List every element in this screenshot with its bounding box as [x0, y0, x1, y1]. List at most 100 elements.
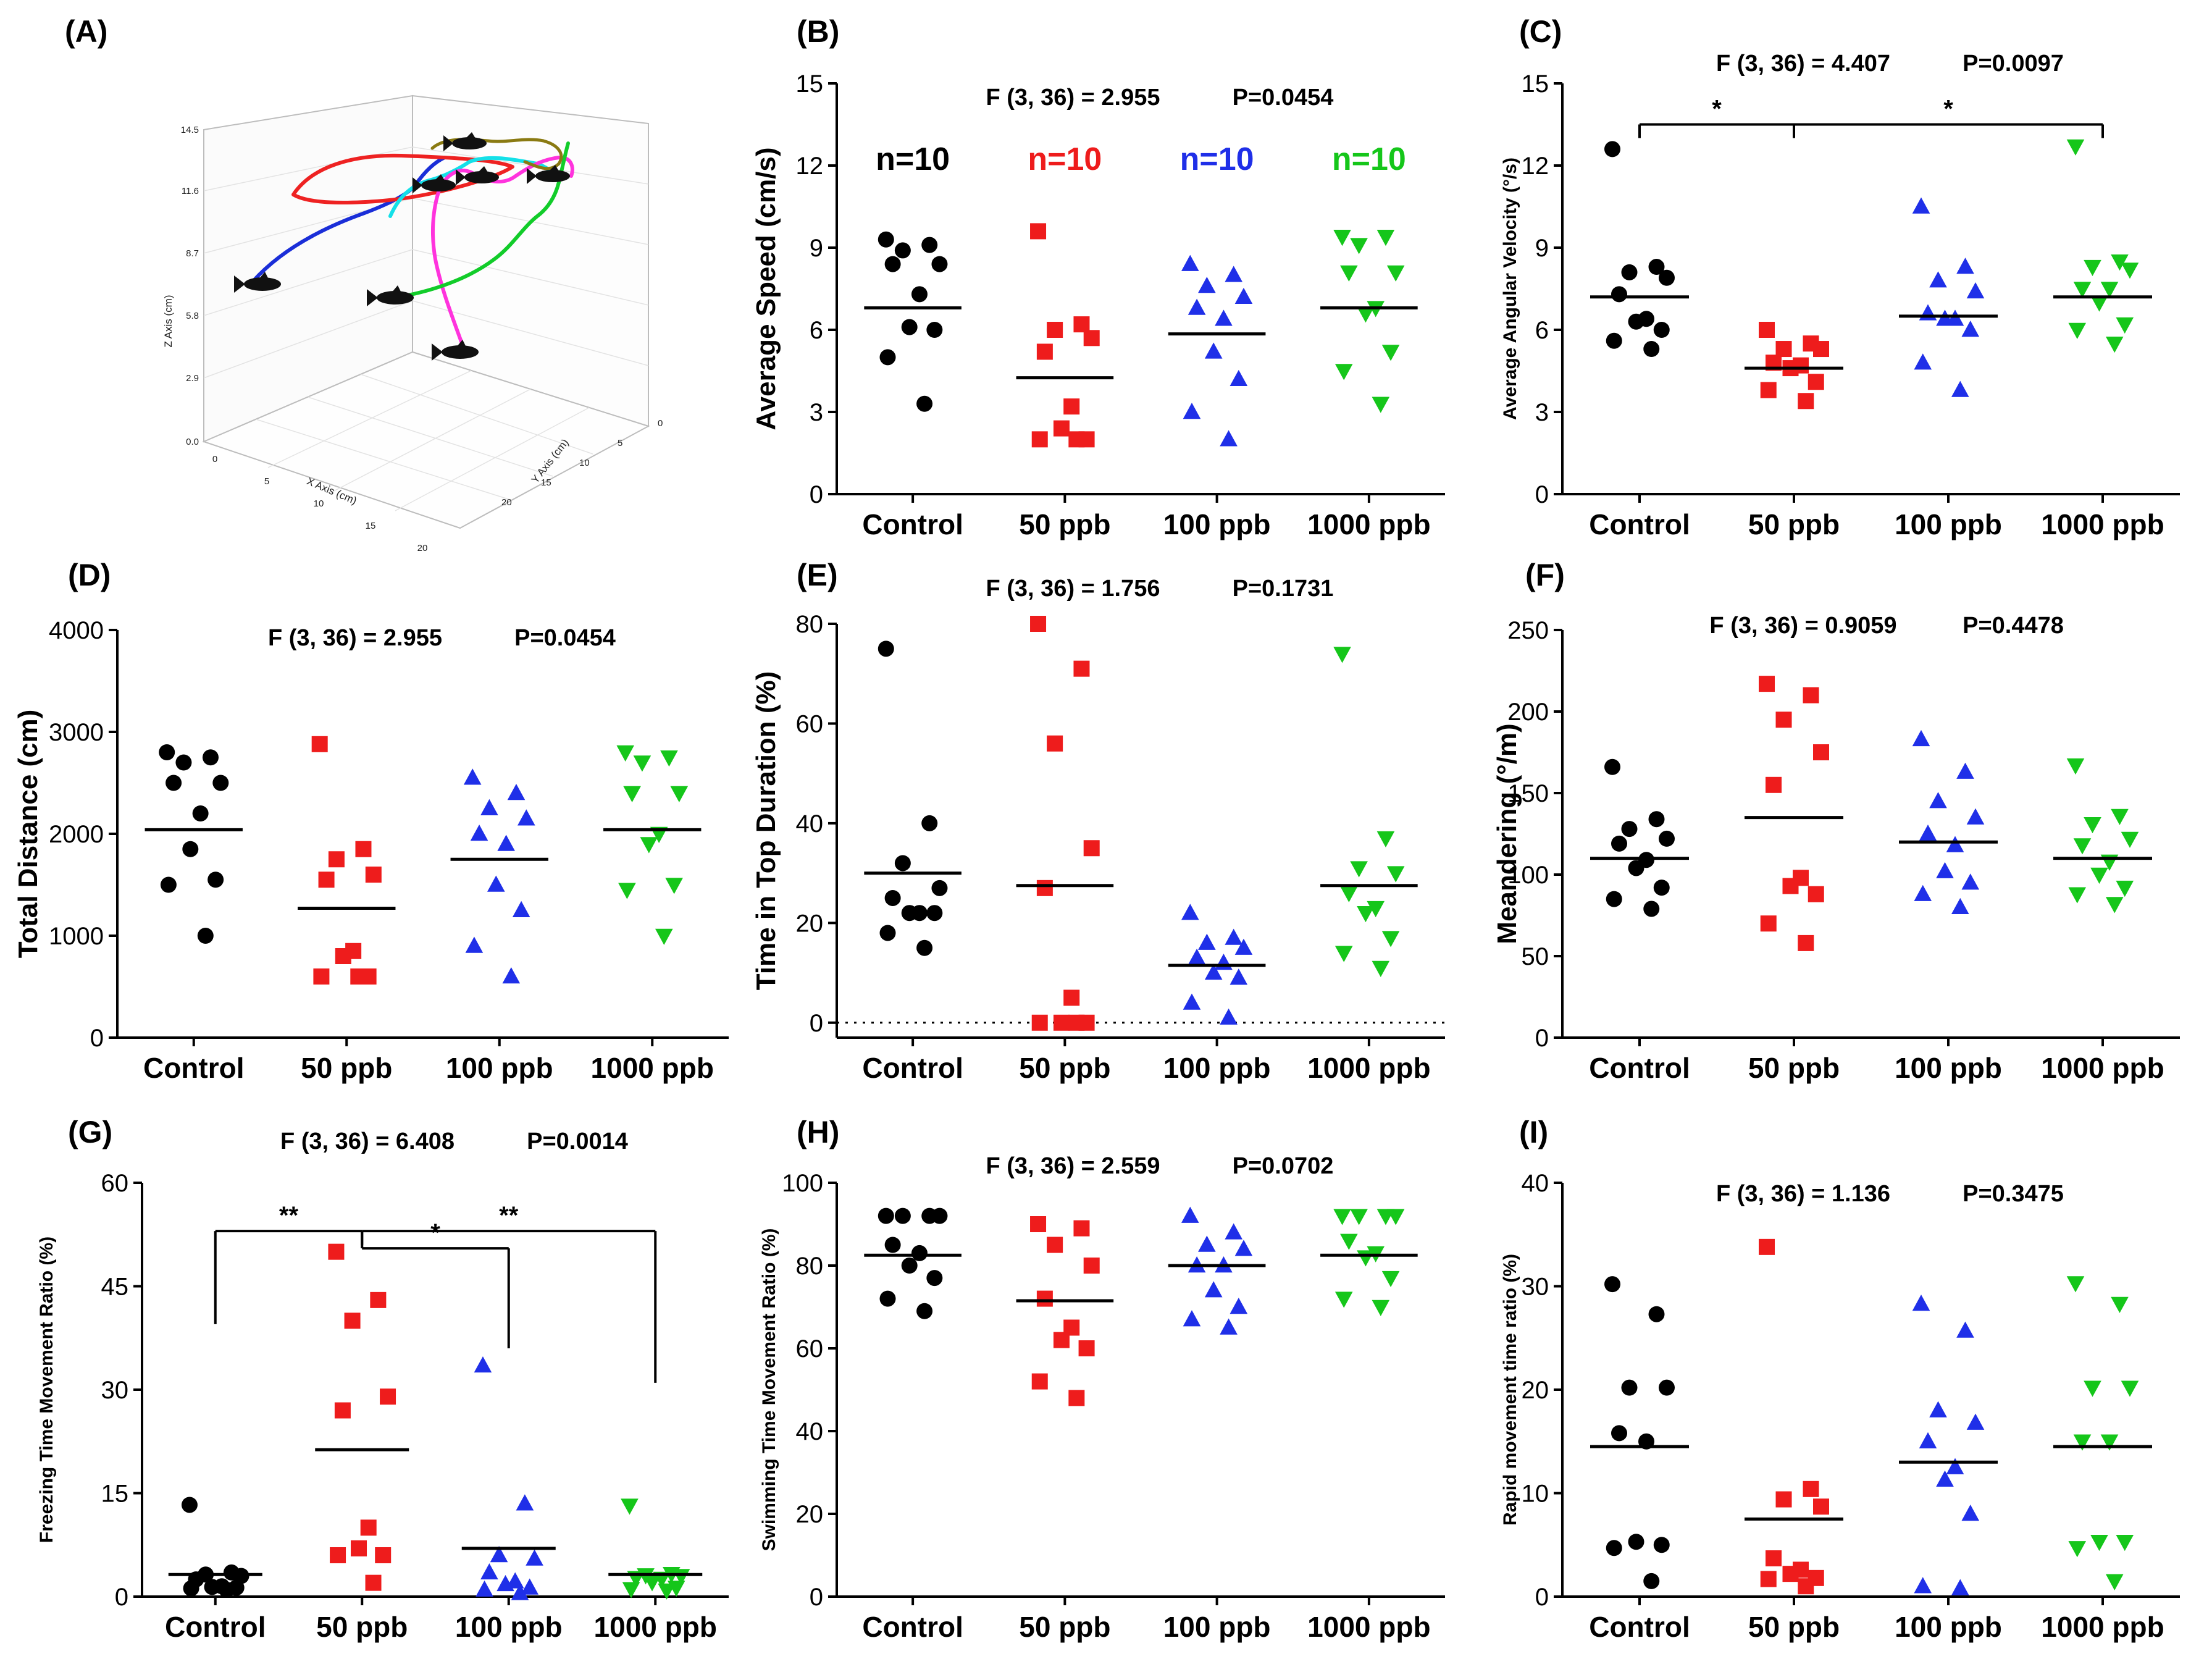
z-tick-label: 5.8 — [186, 311, 199, 321]
data-point — [207, 872, 224, 888]
data-point — [480, 799, 498, 815]
data-point — [1659, 830, 1675, 847]
data-point — [1621, 1379, 1638, 1396]
data-point — [2066, 758, 2085, 775]
data-point — [1766, 776, 1782, 793]
data-point — [311, 736, 328, 752]
series-1000-ppb — [1320, 230, 1418, 413]
data-point — [1798, 934, 1814, 951]
data-point — [1381, 931, 1400, 947]
data-point — [1230, 369, 1248, 387]
data-point — [1386, 265, 1405, 282]
data-point — [175, 754, 192, 771]
series-control — [864, 640, 961, 956]
data-point — [1234, 287, 1253, 304]
data-point — [1053, 1014, 1070, 1031]
data-point — [655, 928, 673, 945]
data-point — [517, 809, 535, 826]
data-point — [926, 905, 943, 922]
x-tick-label: 50 ppb — [1748, 508, 1840, 540]
y-tick-label: 45 — [101, 1274, 129, 1301]
data-point — [2105, 897, 2124, 914]
y-tick-label: 40 — [1522, 1170, 1549, 1197]
data-point — [1946, 1458, 1964, 1474]
x-tick-label: 1000 ppb — [1307, 1052, 1430, 1084]
data-point — [665, 878, 683, 894]
data-point — [1031, 1373, 1048, 1390]
panel-label: (E) — [797, 558, 838, 592]
data-point — [1063, 989, 1080, 1006]
data-point — [1340, 265, 1358, 282]
data-point — [901, 1258, 918, 1274]
data-point — [219, 1581, 235, 1598]
trajectory-blue — [251, 156, 446, 283]
data-point — [1643, 341, 1660, 358]
n-label: n=10 — [1180, 141, 1254, 177]
series-1000-ppb — [2053, 758, 2152, 914]
data-point — [507, 784, 526, 800]
y-tick-label: 20 — [501, 497, 512, 508]
y-tick-label: 3000 — [49, 719, 104, 746]
panel-a: (A) — [65, 14, 663, 553]
data-point — [2084, 817, 2101, 834]
data-point — [2116, 317, 2134, 334]
data-point — [1621, 821, 1638, 838]
data-point — [1036, 880, 1053, 896]
data-point — [1961, 873, 1980, 890]
y-tick-label: 15 — [101, 1480, 129, 1508]
series-100-ppb — [450, 768, 548, 984]
x-tick-label: 100 ppb — [1163, 508, 1271, 540]
data-point — [1803, 687, 1819, 704]
panel-label: (H) — [797, 1115, 839, 1149]
p-value: P=0.0014 — [527, 1128, 628, 1154]
data-point — [2090, 867, 2108, 884]
x-tick-label: Control — [862, 508, 963, 540]
data-point — [1808, 374, 1824, 390]
data-point — [1376, 230, 1395, 246]
fish-icon — [413, 174, 456, 193]
data-point — [1386, 1209, 1405, 1225]
data-point — [1340, 1233, 1358, 1250]
data-point — [1367, 901, 1385, 918]
data-point — [1766, 1550, 1782, 1567]
y-tick-label: 0 — [1535, 481, 1549, 508]
data-point — [192, 805, 209, 821]
data-point — [1068, 431, 1085, 448]
data-point — [1234, 1240, 1253, 1256]
data-point — [1225, 266, 1243, 282]
data-point — [2100, 1434, 2119, 1451]
data-point — [1604, 758, 1620, 775]
data-point — [1053, 1332, 1070, 1348]
data-point — [1204, 964, 1223, 980]
data-point — [884, 889, 901, 906]
y-tick-label: 1000 — [49, 923, 104, 950]
data-point — [1068, 1390, 1085, 1406]
data-point — [1813, 744, 1829, 760]
data-point — [1381, 345, 1400, 361]
data-point — [1912, 729, 1930, 747]
series-control — [1590, 758, 1689, 917]
significance-bracket: * — [1793, 96, 2104, 138]
data-point — [1604, 1276, 1620, 1293]
data-point — [1204, 342, 1223, 359]
data-point — [879, 925, 896, 941]
x-tick-label: Control — [1589, 1052, 1690, 1084]
y-tick-label: 9 — [1535, 235, 1549, 262]
data-point — [496, 1574, 514, 1592]
data-point — [916, 1303, 933, 1319]
fish-icon — [527, 165, 570, 184]
y-axis-title: Average Speed (cm/s) — [751, 147, 781, 430]
data-point — [901, 905, 918, 922]
y-axis-title: Swimming Time Movement Ratio (%) — [759, 1228, 779, 1552]
y-tick-label: 60 — [796, 710, 824, 737]
data-point — [1936, 309, 1954, 326]
data-point — [1225, 928, 1243, 945]
significance-label: ** — [279, 1202, 299, 1229]
data-point — [1775, 1491, 1792, 1508]
data-point — [1181, 254, 1199, 271]
data-point — [2105, 1574, 2124, 1590]
data-point — [1648, 811, 1665, 828]
panel-e: (E) 0 20 40 60 80 Control 50 ppb 100 ppb 1000 ppb… — [751, 558, 1445, 1084]
data-point — [313, 968, 330, 985]
